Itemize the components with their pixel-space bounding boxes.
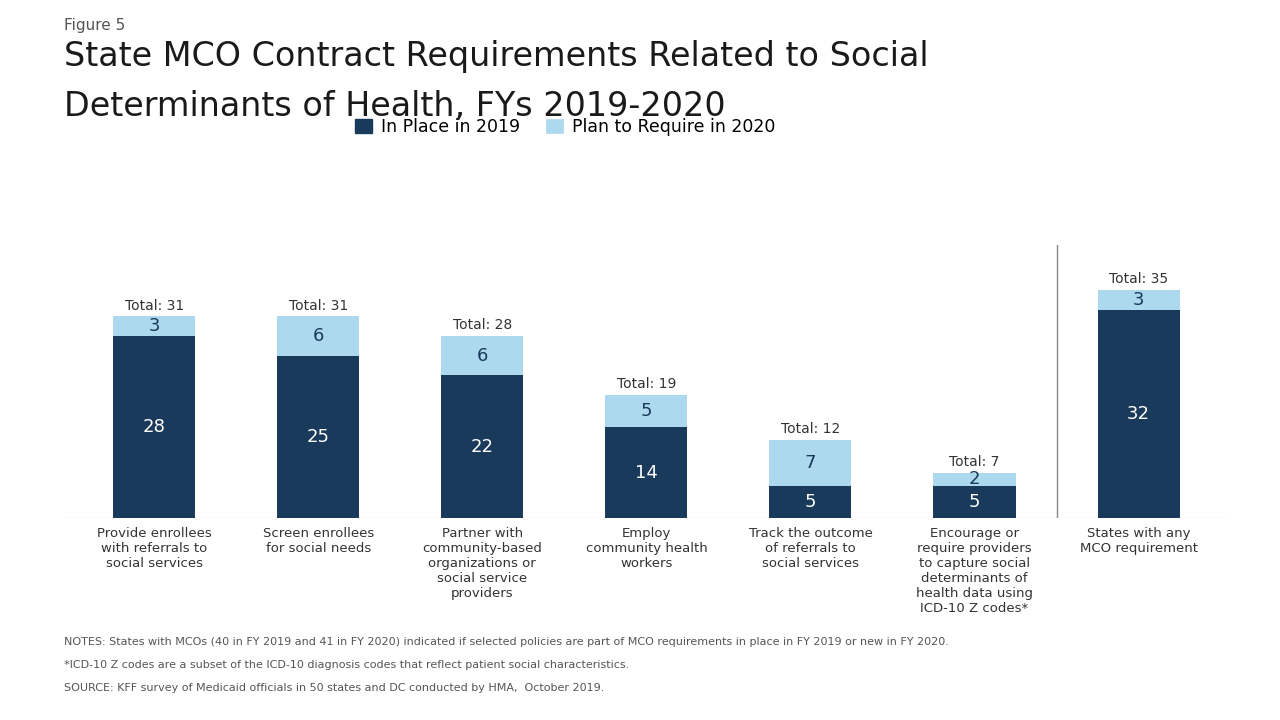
Bar (933, 486, 1015, 518)
Text: 7: 7 (805, 454, 817, 472)
Text: State MCO Contract Requirements Related to Social: State MCO Contract Requirements Related … (64, 40, 928, 73)
Bar (605, 427, 687, 518)
Text: Figure 5: Figure 5 (64, 18, 125, 33)
Text: Total: 7: Total: 7 (950, 455, 1000, 469)
Bar (113, 336, 196, 518)
Bar (442, 336, 524, 375)
Bar (1097, 290, 1180, 310)
Bar (1097, 310, 1180, 518)
Text: 3: 3 (148, 318, 160, 336)
Text: 2: 2 (969, 470, 980, 488)
Legend: In Place in 2019, Plan to Require in 2020: In Place in 2019, Plan to Require in 202… (348, 111, 782, 143)
Bar (278, 356, 360, 518)
Bar (769, 486, 851, 518)
Text: Total: 19: Total: 19 (617, 377, 676, 391)
Bar (278, 317, 360, 356)
Bar (113, 317, 196, 336)
Text: Total: 31: Total: 31 (289, 299, 348, 312)
Text: 14: 14 (635, 464, 658, 482)
Text: *ICD-10 Z codes are a subset of the ICD-10 diagnosis codes that reflect patient : *ICD-10 Z codes are a subset of the ICD-… (64, 660, 630, 670)
Text: NOTES: States with MCOs (40 in FY 2019 and 41 in FY 2020) indicated if selected : NOTES: States with MCOs (40 in FY 2019 a… (64, 637, 948, 647)
Text: 5: 5 (805, 493, 817, 511)
Text: 28: 28 (143, 418, 165, 436)
Text: 5: 5 (641, 402, 652, 420)
Text: Determinants of Health, FYs 2019-2020: Determinants of Health, FYs 2019-2020 (64, 90, 726, 123)
Text: 32: 32 (1128, 405, 1149, 423)
Text: 6: 6 (312, 327, 324, 345)
Text: 22: 22 (471, 438, 494, 456)
Text: SOURCE: KFF survey of Medicaid officials in 50 states and DC conducted by HMA,  : SOURCE: KFF survey of Medicaid officials… (64, 683, 604, 693)
Bar (605, 395, 687, 427)
Text: 3: 3 (1133, 291, 1144, 309)
Text: Total: 31: Total: 31 (124, 299, 184, 312)
Text: Total: 12: Total: 12 (781, 423, 840, 436)
Bar (933, 473, 1015, 486)
Text: Total: 35: Total: 35 (1108, 272, 1169, 287)
Text: 6: 6 (476, 346, 488, 364)
Text: 5: 5 (969, 493, 980, 511)
Bar (442, 375, 524, 518)
Text: Total: 28: Total: 28 (453, 318, 512, 332)
Text: 25: 25 (307, 428, 330, 446)
Bar (769, 440, 851, 486)
